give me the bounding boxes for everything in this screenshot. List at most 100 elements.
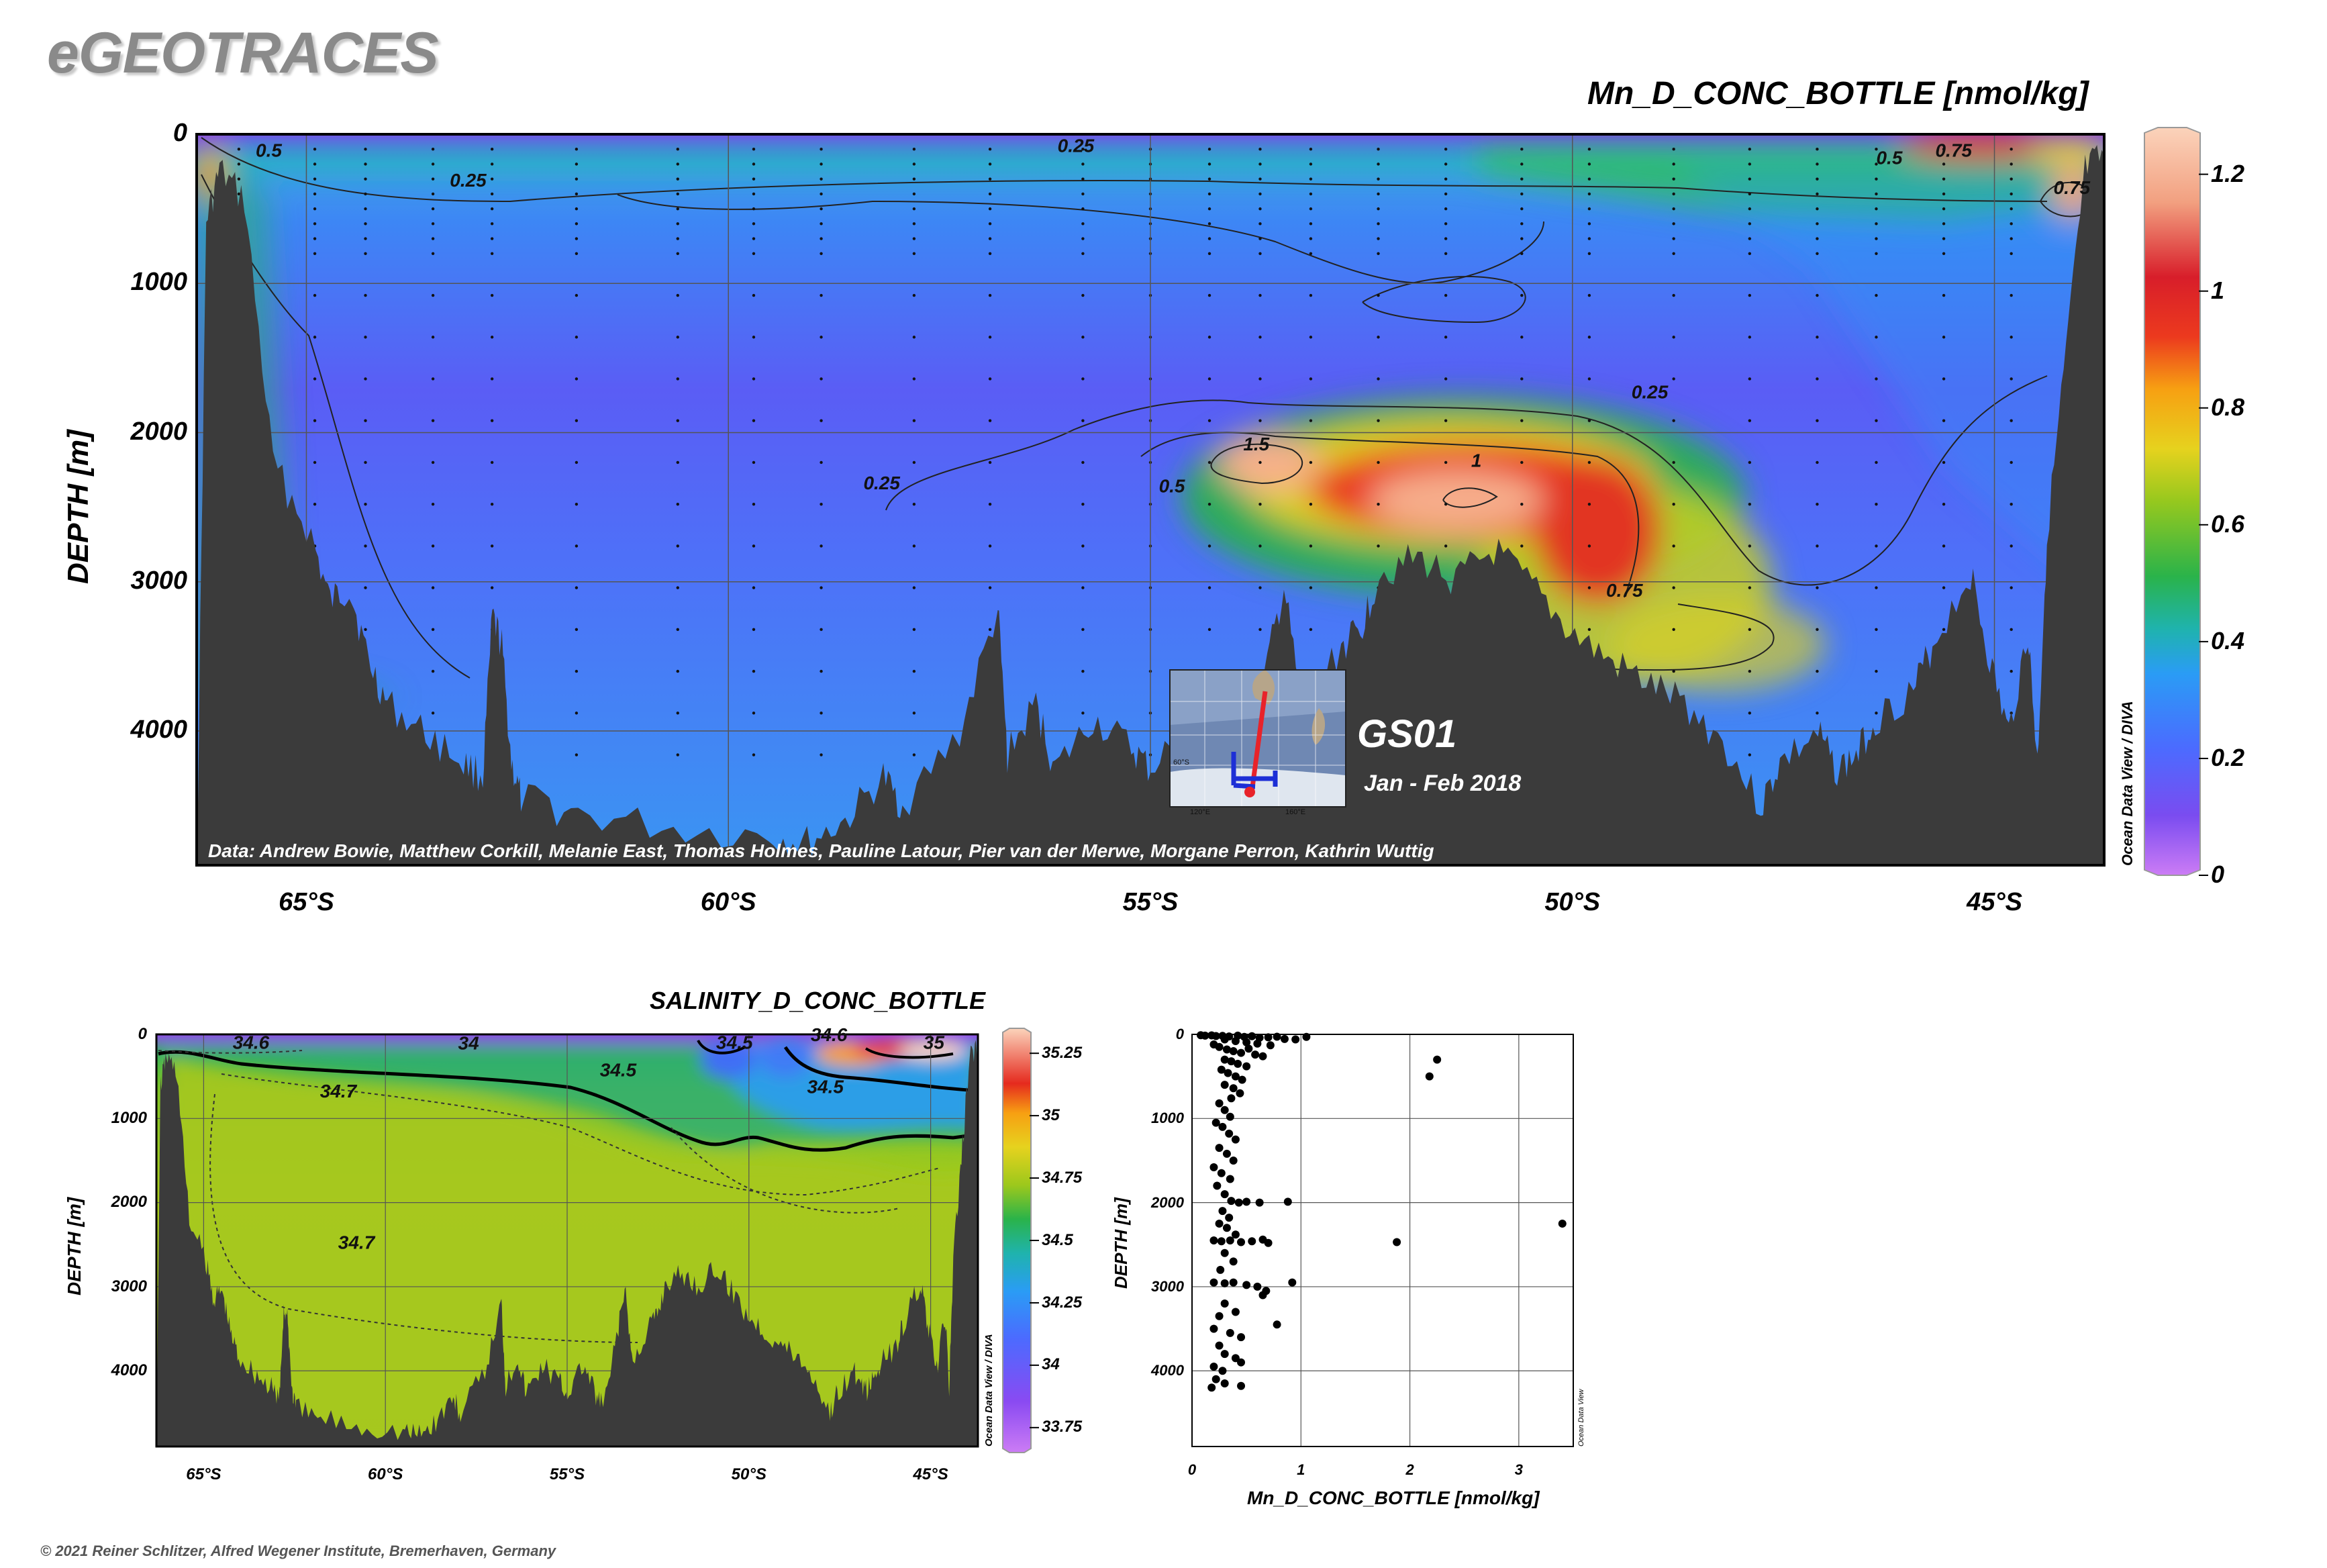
station-sample-dot [431, 544, 435, 548]
station-sample-dot [1081, 222, 1085, 226]
station-sample-dot [313, 460, 317, 464]
station-sample-dot [1207, 293, 1211, 297]
x-tick-label: 55°S [549, 1465, 585, 1483]
station-sample-dot [676, 460, 679, 464]
station-sample-dot [1081, 377, 1085, 381]
scatter-point [1258, 1291, 1267, 1300]
station-sample-dot [1942, 293, 1946, 297]
scatter-point [1248, 1237, 1256, 1246]
station-sample-dot [752, 628, 756, 632]
station-sample-dot [1875, 222, 1878, 226]
station-sample-dot [1207, 237, 1211, 240]
station-sample-dot [676, 336, 679, 339]
station-sample-dot [1309, 177, 1313, 181]
station-sample-dot [676, 207, 679, 211]
station-sample-dot [820, 712, 823, 715]
station-sample-dot [820, 207, 823, 211]
scatter-point [1237, 1333, 1246, 1342]
station-sample-dot [575, 162, 579, 166]
station-sample-dot [2010, 222, 2013, 226]
station-sample-dot [2010, 586, 2013, 589]
station-sample-dot [912, 628, 916, 632]
station-sample-dot [1587, 237, 1591, 240]
contour-label: 35 [924, 1032, 945, 1052]
station-sample-dot [752, 544, 756, 548]
station-sample-dot [676, 237, 679, 240]
station-sample-dot [1309, 419, 1313, 422]
station-sample-dot [1875, 148, 1878, 151]
station-sample-dot [1942, 237, 1946, 240]
station-sample-dot [1309, 586, 1313, 589]
station-sample-dot [364, 377, 367, 381]
station-sample-dot [1587, 377, 1591, 381]
station-sample-dot [1942, 586, 1946, 589]
station-sample-dot [1377, 207, 1380, 211]
station-sample-dot [676, 177, 679, 181]
station-sample-dot [364, 293, 367, 297]
mn-colorbar-tick-label: 1.2 [2211, 160, 2245, 188]
station-sample-dot [1207, 544, 1211, 548]
scatter-point [1229, 1084, 1238, 1093]
station-sample-dot [1748, 148, 1752, 151]
station-sample-dot [988, 377, 992, 381]
station-sample-dot [1587, 177, 1591, 181]
station-sample-dot [1309, 377, 1313, 381]
station-sample-dot [575, 460, 579, 464]
station-sample-dot [1520, 162, 1524, 166]
station-sample-dot [912, 544, 916, 548]
station-sample-dot [1748, 544, 1752, 548]
station-sample-dot [1207, 377, 1211, 381]
station-sample-dot [988, 207, 992, 211]
station-sample-dot [490, 222, 494, 226]
station-sample-dot [1875, 460, 1878, 464]
x-tick-label: 50°S [1544, 888, 1601, 916]
station-sample-dot [1587, 502, 1591, 506]
station-sample-dot [2010, 177, 2013, 181]
station-sample-dot [1081, 669, 1085, 673]
scatter-point [1217, 1169, 1226, 1177]
salinity-colorbar-tick-label: 34.75 [1042, 1168, 1083, 1187]
station-sample-dot [1748, 252, 1752, 255]
station-sample-dot [1377, 502, 1380, 506]
scatter-point [1226, 1112, 1234, 1121]
scatter-point [1220, 1106, 1229, 1114]
contour-label: 34.6 [811, 1024, 848, 1045]
station-sample-dot [676, 252, 679, 255]
mn-colorbar-tick-label: 0.6 [2211, 510, 2245, 538]
y-tick-label: 2000 [130, 417, 187, 446]
station-sample-dot [364, 192, 367, 196]
station-sample-dot [1748, 502, 1752, 506]
station-sample-dot [1875, 377, 1878, 381]
scatter-point [1231, 1230, 1240, 1239]
station-sample-dot [1081, 177, 1085, 181]
mn-colorbar-tick-label: 0.4 [2211, 627, 2245, 655]
station-sample-dot [575, 237, 579, 240]
salinity-colorbar-label: Ocean Data View / DIVA [983, 1334, 995, 1447]
station-sample-dot [988, 586, 992, 589]
station-sample-dot [1672, 162, 1675, 166]
station-sample-dot [1258, 586, 1262, 589]
station-sample-dot [1207, 419, 1211, 422]
station-sample-dot [1942, 628, 1946, 632]
scatter-point [1231, 1308, 1240, 1316]
station-sample-dot [912, 377, 916, 381]
scatter-point [1211, 1375, 1220, 1383]
mn-colorbar-tick-label: 1 [2211, 277, 2225, 305]
station-sample-dot [575, 336, 579, 339]
salinity-bathymetry [156, 1036, 978, 1447]
station-sample-dot [820, 628, 823, 632]
station-sample-dot [912, 148, 916, 151]
station-sample-dot [1672, 544, 1675, 548]
station-sample-dot [1875, 336, 1878, 339]
station-sample-dot [431, 207, 435, 211]
station-sample-dot [1672, 222, 1675, 226]
salinity-plot-title: SALINITY_D_CONC_BOTTLE [650, 987, 986, 1014]
station-sample-dot [1587, 192, 1591, 196]
station-sample-dot [1081, 148, 1085, 151]
contour-label: 34.7 [338, 1232, 376, 1253]
station-sample-dot [1444, 192, 1448, 196]
station-sample-dot [575, 148, 579, 151]
station-sample-dot [1816, 252, 1819, 255]
station-sample-dot [1258, 293, 1262, 297]
station-sample-dot [1377, 177, 1380, 181]
